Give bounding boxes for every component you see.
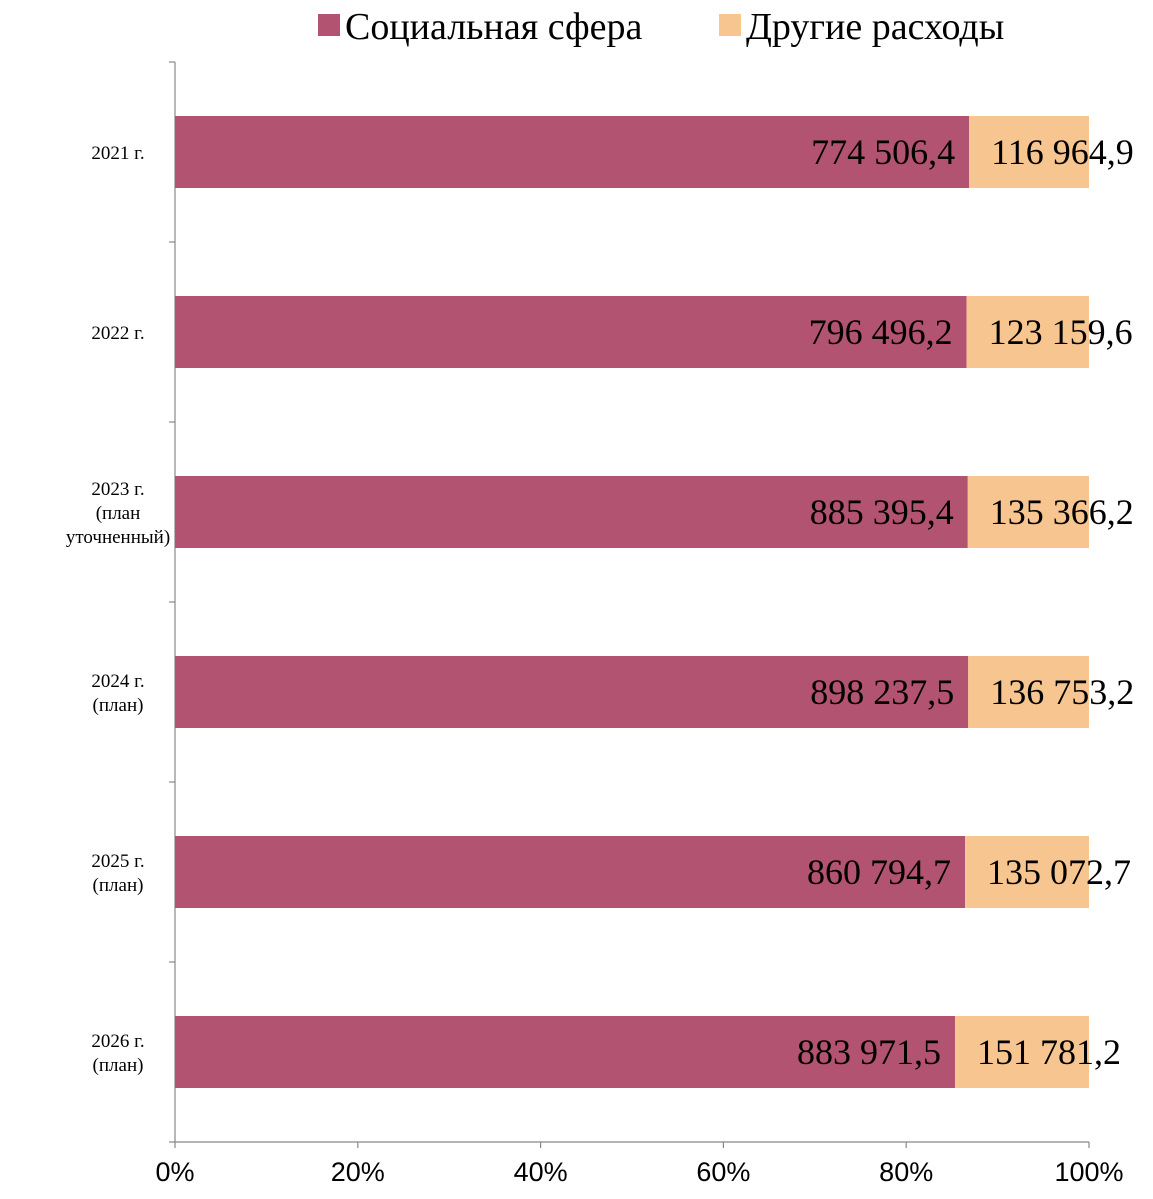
- category-label-4: 2025 г. (план): [91, 851, 144, 896]
- x-tick-labels: 0% 20% 40% 60% 80% 100%: [155, 1157, 1123, 1187]
- axes: [169, 61, 1090, 1148]
- bar-segment-1-row-2: [967, 476, 1089, 548]
- data-label-1-row-5: 151 781,2: [977, 1032, 1121, 1072]
- bar-segment-0-row-0: [175, 116, 970, 188]
- x-tick-label: 0%: [155, 1157, 194, 1187]
- category-label-2: 2023 г. (план уточненный): [66, 479, 170, 548]
- bar-segment-0-row-5: [175, 1016, 956, 1088]
- data-label-0-row-3: 898 237,5: [810, 672, 954, 712]
- data-label-0-row-2: 885 395,4: [810, 492, 954, 532]
- data-label-0-row-1: 796 496,2: [809, 312, 953, 352]
- bar-segment-1-row-4: [965, 836, 1089, 908]
- x-tick-label: 40%: [514, 1157, 568, 1187]
- data-label-1-row-3: 136 753,2: [990, 672, 1134, 712]
- category-label-0: 2021 г.: [91, 143, 144, 164]
- bar-segment-0-row-1: [175, 296, 967, 368]
- data-labels: 774 506,4 116 964,9 796 496,2 123 159,6 885 …: [797, 132, 1134, 1072]
- bar-segment-0-row-4: [175, 836, 966, 908]
- category-label-5: 2026 г. (план): [91, 1031, 144, 1076]
- bars: [175, 116, 1089, 1088]
- legend-swatch-0: [318, 14, 340, 36]
- data-label-0-row-5: 883 971,5: [797, 1032, 941, 1072]
- legend-label-1: Другие расходы: [746, 6, 1004, 48]
- x-tick-label: 60%: [696, 1157, 750, 1187]
- data-label-0-row-0: 774 506,4: [811, 132, 955, 172]
- data-label-1-row-4: 135 072,7: [987, 852, 1131, 892]
- legend: Социальная сфера Другие расходы: [318, 6, 1004, 48]
- bar-segment-1-row-0: [969, 116, 1089, 188]
- x-tick-label: 100%: [1054, 1157, 1123, 1187]
- data-label-1-row-1: 123 159,6: [989, 312, 1133, 352]
- bar-segment-0-row-2: [175, 476, 968, 548]
- bar-segment-1-row-3: [968, 656, 1089, 728]
- category-label-3: 2024 г. (план): [91, 671, 144, 716]
- legend-label-0: Социальная сфера: [345, 6, 643, 48]
- bar-segment-0-row-3: [175, 656, 969, 728]
- x-tick-label: 20%: [331, 1157, 385, 1187]
- bar-segment-1-row-1: [966, 296, 1089, 368]
- data-label-0-row-4: 860 794,7: [807, 852, 951, 892]
- category-label-1: 2022 г.: [91, 323, 144, 344]
- data-label-1-row-2: 135 366,2: [990, 492, 1134, 532]
- x-tick-label: 80%: [879, 1157, 933, 1187]
- data-label-1-row-0: 116 964,9: [991, 132, 1134, 172]
- legend-swatch-1: [719, 14, 741, 36]
- category-labels: 2021 г. 2022 г. 2023 г. (план уточненный) 202…: [66, 143, 170, 1076]
- bar-segment-1-row-5: [955, 1016, 1089, 1088]
